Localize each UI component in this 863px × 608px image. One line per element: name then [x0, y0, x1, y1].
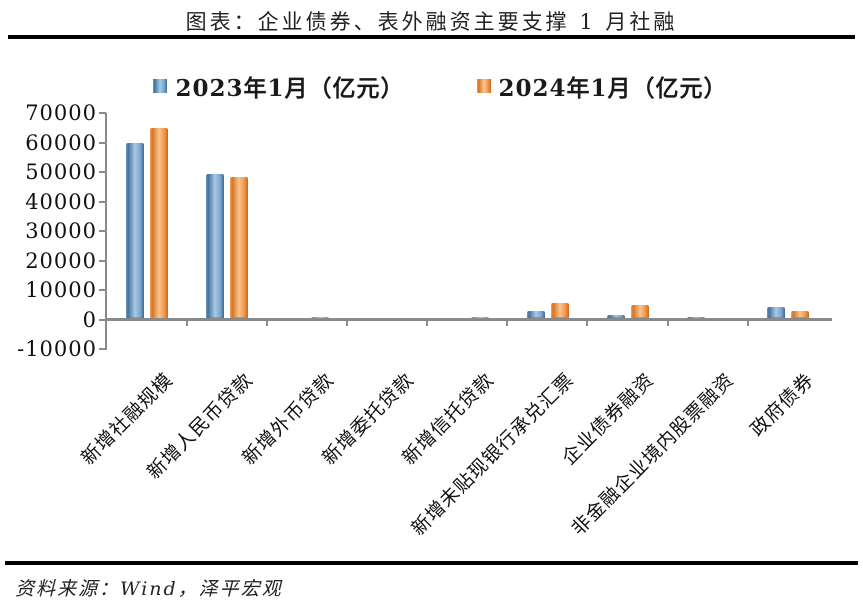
x-axis-tick [265, 320, 268, 326]
y-axis-tick-label: 70000 [25, 101, 97, 125]
y-axis-tick [99, 259, 106, 262]
source-note: 资料来源：Wind，泽平宏观 [15, 578, 283, 600]
y-axis-tick [99, 348, 106, 350]
x-axis-line [105, 318, 832, 321]
x-axis-tick [746, 320, 749, 326]
bar-2023-1 [206, 174, 225, 321]
legend-swatch-2024-icon [476, 79, 491, 93]
x-axis-tick [586, 320, 589, 326]
page-title: 图表：企业债券、表外融资主要支撑 1 月社融 [185, 10, 678, 34]
chart-legend: 2023年1月（亿元） 2024年1月（亿元） [0, 69, 863, 103]
y-axis-tick-label: 50000 [25, 160, 97, 184]
y-axis-tick [99, 318, 106, 321]
bar-2024-1 [230, 176, 249, 321]
bar-2024-0 [150, 127, 169, 321]
y-axis-tick-label: 40000 [25, 189, 97, 214]
y-axis-tick [99, 230, 106, 232]
y-axis-tick-label: 0 [82, 307, 97, 332]
y-axis-tick [99, 112, 106, 114]
y-axis-tick [99, 141, 106, 144]
top-divider [8, 35, 855, 39]
y-axis-tick-label: 30000 [25, 219, 97, 243]
bar-2024-5 [550, 302, 569, 321]
x-axis-tick [345, 320, 348, 326]
x-axis-tick [506, 320, 509, 326]
y-axis-line [105, 113, 107, 350]
legend-item-2024: 2024年1月（亿元） [476, 69, 728, 103]
y-axis-tick-label: 10000 [25, 278, 97, 302]
y-axis-tick-label: -10000 [17, 337, 97, 361]
y-axis-tick-label: 60000 [25, 130, 97, 155]
bottom-divider [5, 561, 858, 565]
legend-item-2023: 2023年1月（亿元） [153, 69, 404, 103]
x-axis-tick [666, 320, 669, 326]
bar-2023-0 [126, 142, 145, 321]
y-axis-tick [99, 200, 106, 203]
x-axis-tick [185, 320, 188, 326]
legend-label-2023: 2023年1月（亿元） [175, 75, 405, 102]
legend-label-2024: 2024年1月（亿元） [498, 75, 728, 102]
y-axis-tick-label: 20000 [25, 248, 97, 273]
legend-swatch-2023-icon [153, 79, 168, 93]
x-axis-tick [426, 320, 429, 326]
y-axis-tick [99, 171, 106, 173]
y-axis-tick [99, 289, 106, 291]
